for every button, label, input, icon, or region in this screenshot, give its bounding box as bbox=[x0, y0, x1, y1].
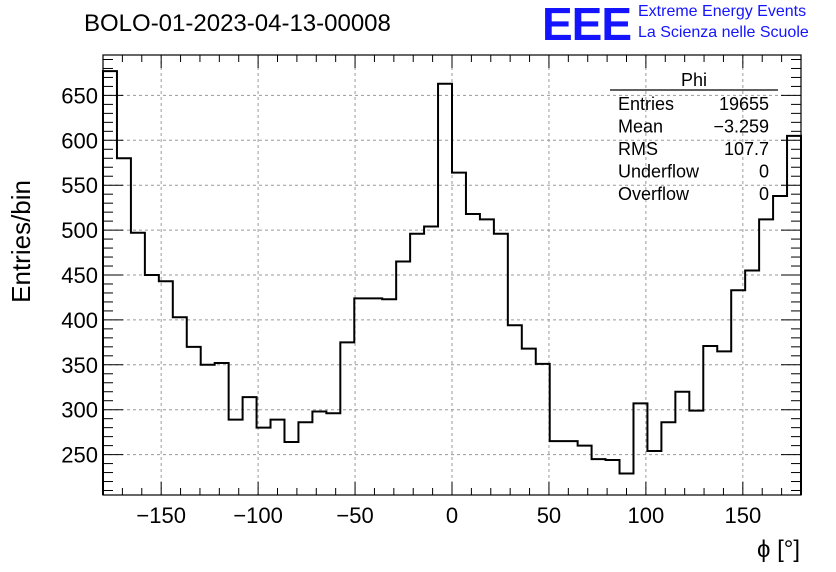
histogram-bin bbox=[215, 363, 229, 495]
histogram-bin bbox=[368, 298, 382, 495]
histogram-bin bbox=[633, 403, 647, 495]
y-tick-label: 300 bbox=[61, 398, 98, 423]
histogram-bin bbox=[187, 347, 201, 495]
histogram-bin bbox=[522, 349, 536, 495]
histogram-bin bbox=[424, 227, 438, 495]
histogram-bin bbox=[661, 422, 675, 495]
stats-title: Phi bbox=[681, 70, 707, 90]
y-axis-label: Entries/bin bbox=[6, 180, 36, 303]
histogram-bin bbox=[578, 446, 592, 495]
stats-box: Phi Entries 19655 Mean −3.259 RMS 107.7 Underf… bbox=[610, 70, 778, 204]
histogram-bin bbox=[271, 420, 285, 495]
stats-row-value: 107.7 bbox=[724, 139, 769, 159]
histogram-bin bbox=[410, 234, 424, 495]
stats-row-label: Underflow bbox=[618, 162, 700, 182]
histogram-bin bbox=[326, 413, 340, 495]
histogram-bin bbox=[773, 196, 787, 495]
y-tick-label: 400 bbox=[61, 308, 98, 333]
x-tick-labels: −150 −100 −50 0 50 100 150 bbox=[136, 503, 761, 528]
histogram-bin bbox=[452, 173, 466, 495]
histogram-bin bbox=[564, 441, 578, 495]
histogram-bin bbox=[675, 392, 689, 495]
stats-row-label: Overflow bbox=[618, 184, 690, 204]
histogram-bin bbox=[229, 420, 243, 495]
histogram-bin bbox=[592, 459, 606, 495]
histogram-bin bbox=[466, 214, 480, 495]
histogram-bin bbox=[243, 397, 257, 495]
histogram-bin bbox=[731, 290, 745, 495]
x-tick-label: −50 bbox=[336, 503, 373, 528]
histogram-bin bbox=[494, 234, 508, 495]
histogram-bin bbox=[103, 71, 117, 495]
histogram-bin bbox=[173, 317, 187, 495]
x-tick-label: 100 bbox=[628, 503, 665, 528]
x-tick-label: −150 bbox=[136, 503, 186, 528]
eee-logo: EEE bbox=[542, 0, 632, 50]
y-tick-label: 650 bbox=[61, 83, 98, 108]
histogram-bin bbox=[131, 233, 145, 495]
y-tick-label: 550 bbox=[61, 173, 98, 198]
x-tick-label: 0 bbox=[446, 503, 458, 528]
histogram-bin bbox=[382, 299, 396, 495]
y-tick-label: 350 bbox=[61, 353, 98, 378]
histogram-bin bbox=[606, 460, 620, 495]
histogram-bin bbox=[703, 346, 717, 495]
x-tick-label: 150 bbox=[724, 503, 761, 528]
histogram-bin bbox=[759, 219, 773, 495]
stats-row-value: −3.259 bbox=[713, 117, 769, 137]
histogram-bin bbox=[787, 136, 801, 495]
x-tick-label: 50 bbox=[537, 503, 561, 528]
axis-ticks bbox=[102, 55, 802, 495]
histogram-outline bbox=[102, 70, 802, 495]
logo-tagline-line1: Extreme Energy Events bbox=[638, 3, 807, 20]
histogram-bin bbox=[480, 219, 494, 495]
histogram-bin bbox=[159, 281, 173, 495]
y-tick-label: 450 bbox=[61, 263, 98, 288]
stats-row-value: 0 bbox=[759, 162, 769, 182]
histogram-bin bbox=[201, 365, 215, 495]
stats-row-label: Entries bbox=[618, 94, 674, 114]
x-tick-label: −100 bbox=[233, 503, 283, 528]
y-tick-label: 600 bbox=[61, 128, 98, 153]
histogram-bin bbox=[312, 411, 326, 495]
stats-rows: Entries 19655 Mean −3.259 RMS 107.7 Underflow 0… bbox=[618, 94, 769, 204]
page-title: BOLO-01-2023-04-13-00008 bbox=[84, 10, 391, 37]
histogram-bin bbox=[508, 325, 522, 495]
histogram-bin bbox=[745, 271, 759, 495]
histogram-bin bbox=[550, 441, 564, 495]
histogram-bin bbox=[340, 342, 354, 495]
histogram-bin bbox=[354, 298, 368, 495]
stats-row-label: Mean bbox=[618, 117, 663, 137]
stats-row-label: RMS bbox=[618, 139, 658, 159]
histogram-bin bbox=[117, 158, 131, 495]
histogram-bin bbox=[257, 428, 271, 495]
histogram-bin bbox=[536, 364, 550, 495]
histogram-bin bbox=[396, 262, 410, 495]
histogram-bin bbox=[689, 411, 703, 495]
y-tick-label: 500 bbox=[61, 218, 98, 243]
logo-tagline-line2: La Scienza nelle Scuole bbox=[638, 24, 809, 41]
histogram-bin bbox=[145, 275, 159, 495]
y-tick-label: 250 bbox=[61, 443, 98, 468]
histogram-bin bbox=[438, 84, 452, 495]
histogram-bin bbox=[717, 351, 731, 495]
stats-row-value: 19655 bbox=[719, 94, 769, 114]
histogram-bin bbox=[284, 442, 298, 495]
x-axis-label: ϕ [°] bbox=[757, 536, 800, 563]
histogram-bin bbox=[647, 451, 661, 495]
histogram-bin bbox=[298, 422, 312, 495]
y-tick-labels: 250 300 350 400 450 500 550 600 650 bbox=[61, 83, 98, 467]
stats-row-value: 0 bbox=[759, 184, 769, 204]
